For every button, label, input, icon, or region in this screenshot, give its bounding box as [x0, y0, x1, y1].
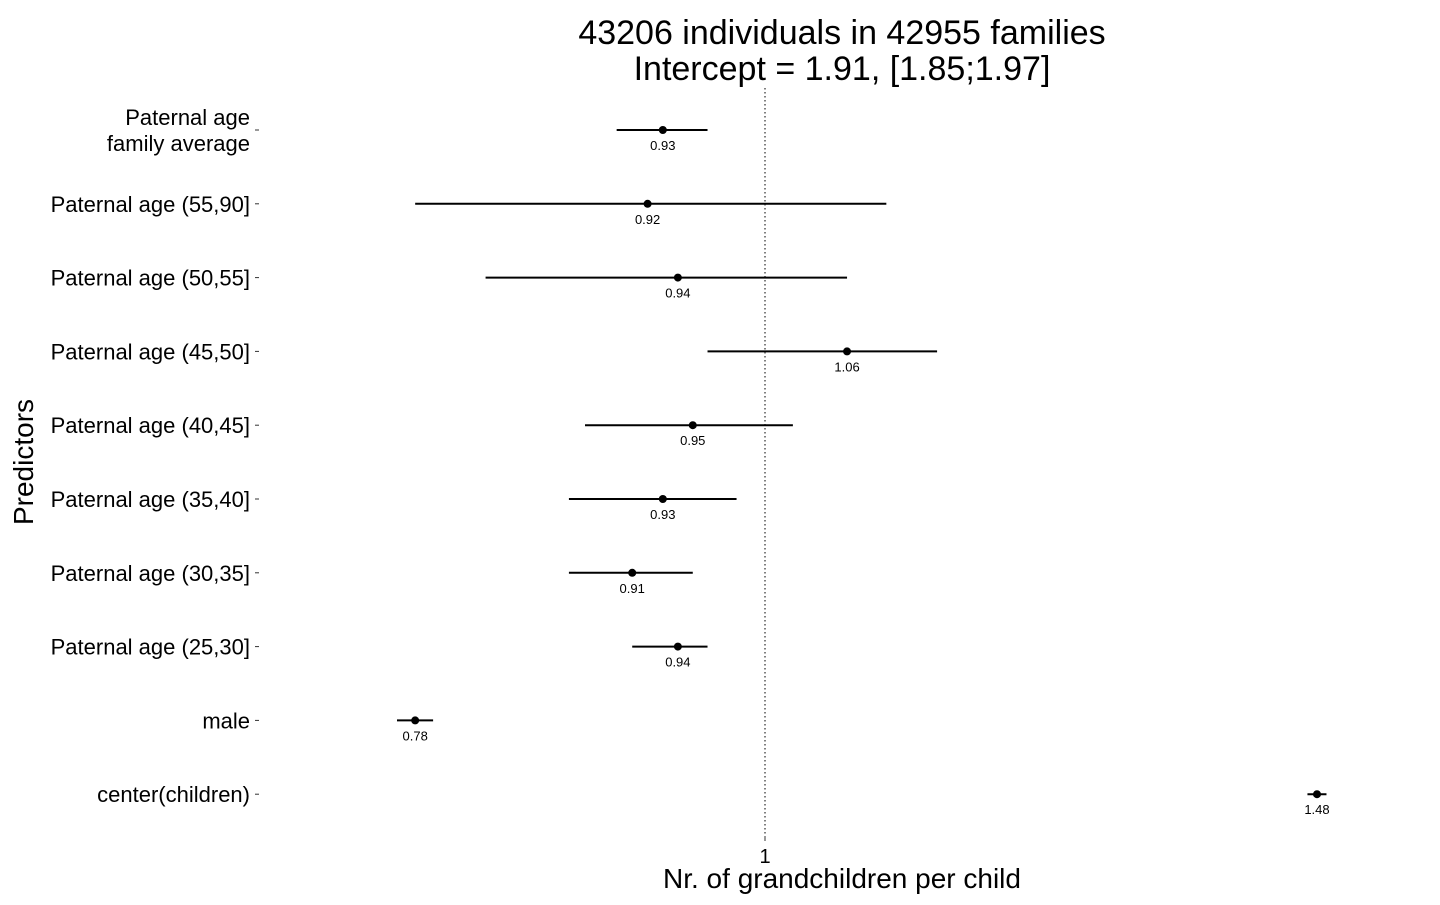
predictor-row: center(children) 1.48 [97, 782, 1329, 817]
estimate-label: 0.93 [650, 138, 675, 153]
estimate-label: 0.93 [650, 507, 675, 522]
estimate-label: 0.94 [665, 286, 690, 301]
predictor-label: Paternal age (35,40] [51, 487, 250, 512]
estimate-point [411, 716, 420, 725]
predictor-row: Paternal age (55,90] 0.92 [51, 192, 887, 227]
x-axis-title: Nr. of grandchildren per child [663, 863, 1021, 894]
predictor-row: Paternal age (25,30] 0.94 [51, 635, 708, 670]
predictor-row: Paternal age (30,35] 0.91 [51, 561, 693, 596]
predictor-label: Paternal age (25,30] [51, 635, 250, 660]
estimate-label: 0.95 [680, 433, 705, 448]
estimate-point [658, 495, 667, 503]
estimate-label: 1.48 [1304, 802, 1329, 817]
estimate-point [1312, 790, 1321, 799]
estimate-label: 0.91 [620, 581, 645, 596]
estimate-point [688, 421, 697, 430]
predictor-row: Paternal age (35,40] 0.93 [51, 487, 737, 522]
chart-title: 43206 individuals in 42955 familiesInter… [578, 14, 1105, 88]
predictor-label: Paternal age (40,45] [51, 413, 250, 438]
predictor-row: Paternal age (50,55] 0.94 [51, 266, 848, 301]
estimate-label: 0.94 [665, 655, 690, 670]
estimate-label: 0.92 [635, 212, 660, 227]
predictor-label: Paternal age (55,90] [51, 192, 250, 217]
predictor-label: Paternal age [125, 105, 250, 130]
chart-title-line-1: 43206 individuals in 42955 families [578, 14, 1105, 52]
y-axis-title: Predictors [8, 399, 39, 525]
predictor-label: Paternal age (45,50] [51, 339, 250, 364]
x-tick-label: 1 [759, 846, 770, 868]
estimate-label: 0.78 [403, 728, 428, 743]
estimate-label: 1.06 [834, 359, 859, 374]
predictor-row: male 0.78 [202, 708, 434, 743]
predictor-row: Paternal age (40,45] 0.95 [51, 413, 793, 448]
predictor-label: Paternal age (50,55] [51, 266, 250, 291]
estimate-point [673, 642, 682, 651]
estimate-point [628, 568, 637, 577]
estimate-point [843, 347, 852, 356]
chart-title-line-2: Intercept = 1.91, [1.85;1.97] [634, 50, 1051, 88]
estimate-point [658, 126, 667, 134]
predictor-label: center(children) [97, 782, 250, 807]
predictor-label: family average [107, 131, 250, 156]
x-axis: 1Nr. of grandchildren per child [663, 836, 1021, 894]
estimate-point [673, 273, 682, 282]
predictor-label: male [202, 708, 250, 733]
predictor-row: Paternal age (45,50] 1.06 [51, 339, 938, 374]
y-axis-title-group: Predictors [8, 399, 39, 525]
estimate-point [643, 199, 652, 208]
predictor-label: Paternal age (30,35] [51, 561, 250, 586]
